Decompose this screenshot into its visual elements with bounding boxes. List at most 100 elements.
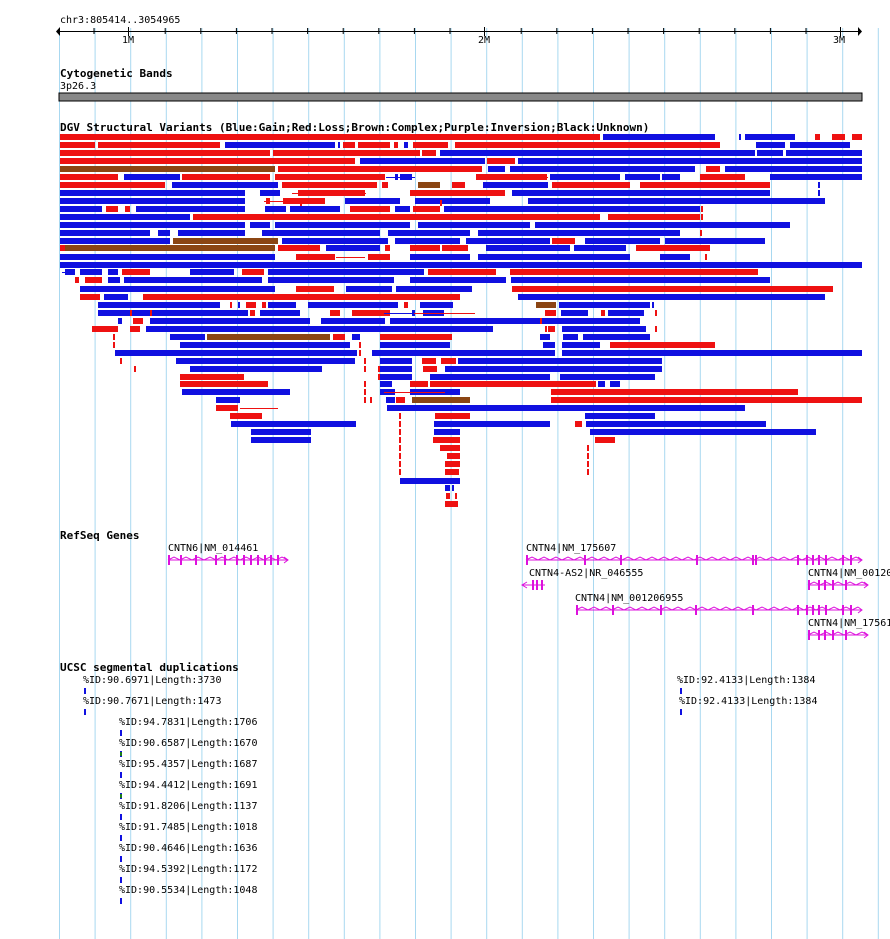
dgv-variant-gain[interactable] — [478, 254, 630, 260]
dgv-variant-complex[interactable] — [173, 238, 278, 244]
gene-exon[interactable] — [270, 555, 272, 565]
dgv-variant-loss[interactable] — [640, 182, 770, 188]
dgv-variant-loss[interactable] — [512, 286, 833, 292]
gene-exon[interactable] — [250, 555, 252, 565]
dgv-variant-gain[interactable] — [104, 294, 128, 300]
dgv-variant-loss[interactable] — [350, 206, 390, 212]
dgv-variant-loss[interactable] — [60, 150, 270, 156]
dgv-variant-loss[interactable] — [330, 310, 340, 316]
dgv-variant-loss[interactable] — [430, 381, 596, 387]
dgv-variant-gain[interactable] — [60, 222, 245, 228]
dgv-variant-loss[interactable] — [122, 269, 150, 275]
dgv-variant-loss[interactable] — [435, 413, 470, 419]
dgv-variant-loss[interactable] — [422, 358, 436, 364]
dgv-variant-loss[interactable] — [273, 150, 420, 156]
dgv-variant-gain[interactable] — [118, 318, 122, 324]
dgv-variant-gain[interactable] — [756, 142, 785, 148]
dgv-variant-loss[interactable] — [60, 174, 118, 180]
dgv-variant-gain[interactable] — [108, 269, 118, 275]
dgv-variant-gain[interactable] — [124, 174, 180, 180]
segdup-label[interactable]: %ID:94.7831|Length:1706 — [119, 717, 258, 728]
dgv-variant-gain[interactable] — [60, 230, 150, 236]
gene-exon[interactable] — [824, 580, 826, 590]
dgv-variant-gain[interactable] — [326, 245, 380, 251]
dgv-variant-loss[interactable] — [343, 142, 355, 148]
dgv-variant-gain[interactable] — [410, 277, 506, 283]
cytoband-track-title[interactable]: Cytogenetic Bands — [60, 67, 173, 80]
dgv-variant-gain[interactable] — [770, 174, 862, 180]
dgv-variant-loss[interactable] — [193, 214, 600, 220]
dgv-variant-loss[interactable] — [370, 397, 372, 403]
gene-exon[interactable] — [243, 555, 245, 565]
dgv-variant-gain[interactable] — [115, 350, 357, 356]
segdup-label[interactable]: %ID:94.5392|Length:1172 — [119, 864, 258, 875]
dgv-variant-complex[interactable] — [536, 302, 556, 308]
dgv-variant-loss[interactable] — [60, 134, 600, 140]
dgv-variant-gain[interactable] — [418, 222, 530, 228]
dgv-variant-gain[interactable] — [60, 238, 170, 244]
gene-exon[interactable] — [842, 605, 844, 615]
dgv-variant-loss[interactable] — [410, 381, 428, 387]
dgv-variant-gain[interactable] — [190, 366, 322, 372]
dgv-variant-gain[interactable] — [550, 174, 620, 180]
dgv-variant-gain[interactable] — [275, 222, 410, 228]
dgv-variant-gain[interactable] — [268, 277, 394, 283]
dgv-variant-gain[interactable] — [268, 302, 296, 308]
segdup-label[interactable]: %ID:95.4357|Length:1687 — [119, 759, 258, 770]
dgv-variant-gain[interactable] — [225, 142, 335, 148]
dgv-variant-gain[interactable] — [586, 421, 766, 427]
dgv-variant-loss[interactable] — [75, 277, 79, 283]
dgv-variant-loss[interactable] — [413, 206, 440, 212]
gene-exon[interactable] — [806, 605, 808, 615]
dgv-variant-loss[interactable] — [399, 421, 401, 427]
dgv-variant-gain[interactable] — [182, 389, 290, 395]
dgv-variant-gain[interactable] — [360, 158, 485, 164]
dgv-variant-gain[interactable] — [535, 222, 790, 228]
dgv-variant-loss[interactable] — [364, 358, 366, 364]
dgv-variant-gain[interactable] — [818, 182, 820, 188]
dgv-variant-gain[interactable] — [400, 478, 460, 484]
gene-exon[interactable] — [797, 555, 799, 565]
gene-exon[interactable] — [845, 630, 847, 640]
gene-exon[interactable] — [224, 555, 226, 565]
dgv-variant-gain[interactable] — [662, 174, 680, 180]
gene-exon[interactable] — [755, 555, 757, 565]
dgv-variant-gain[interactable] — [757, 150, 783, 156]
segdup-mark[interactable] — [120, 835, 122, 841]
dgv-variant-loss[interactable] — [182, 174, 270, 180]
dgv-variant-loss[interactable] — [133, 318, 143, 324]
dgv-variant-gain[interactable] — [387, 405, 745, 411]
dgv-variant-gain[interactable] — [645, 334, 647, 340]
dgv-variant-loss[interactable] — [575, 421, 582, 427]
gene-exon[interactable] — [797, 605, 799, 615]
gene-exon[interactable] — [808, 580, 810, 590]
dgv-variant-loss[interactable] — [278, 166, 482, 172]
dgv-variant-loss[interactable] — [230, 302, 232, 308]
dgv-variant-gain[interactable] — [388, 230, 470, 236]
dgv-variant-loss[interactable] — [134, 366, 136, 372]
segdup-label[interactable]: %ID:90.6971|Length:3730 — [83, 675, 222, 686]
dgv-variant-gain[interactable] — [251, 437, 311, 443]
dgv-variant-loss[interactable] — [113, 342, 115, 348]
dgv-variant-loss[interactable] — [551, 397, 862, 403]
dgv-variant-gain[interactable] — [180, 342, 350, 348]
dgv-variant-loss[interactable] — [445, 469, 459, 475]
dgv-variant-loss[interactable] — [378, 366, 380, 372]
dgv-variant-loss[interactable] — [487, 158, 515, 164]
dgv-variant-gain[interactable] — [585, 238, 660, 244]
gene-exon[interactable] — [536, 580, 538, 590]
dgv-variant-complex[interactable] — [207, 334, 330, 340]
gene-exon[interactable] — [832, 630, 834, 640]
dgv-variant-gain[interactable] — [282, 238, 388, 244]
dgv-variant-loss[interactable] — [410, 190, 505, 196]
gene-exon[interactable] — [168, 555, 170, 565]
segdup-label[interactable]: %ID:91.8206|Length:1137 — [119, 801, 258, 812]
dgv-variant-loss[interactable] — [545, 310, 556, 316]
gene-exon[interactable] — [532, 580, 534, 590]
dgv-variant-gain[interactable] — [511, 277, 770, 283]
dgv-variant-loss[interactable] — [230, 413, 262, 419]
dgv-variant-loss[interactable] — [300, 200, 302, 206]
dgv-variant-loss[interactable] — [552, 182, 630, 188]
dgv-variant-gain[interactable] — [158, 230, 170, 236]
dgv-variant-loss[interactable] — [852, 134, 862, 140]
